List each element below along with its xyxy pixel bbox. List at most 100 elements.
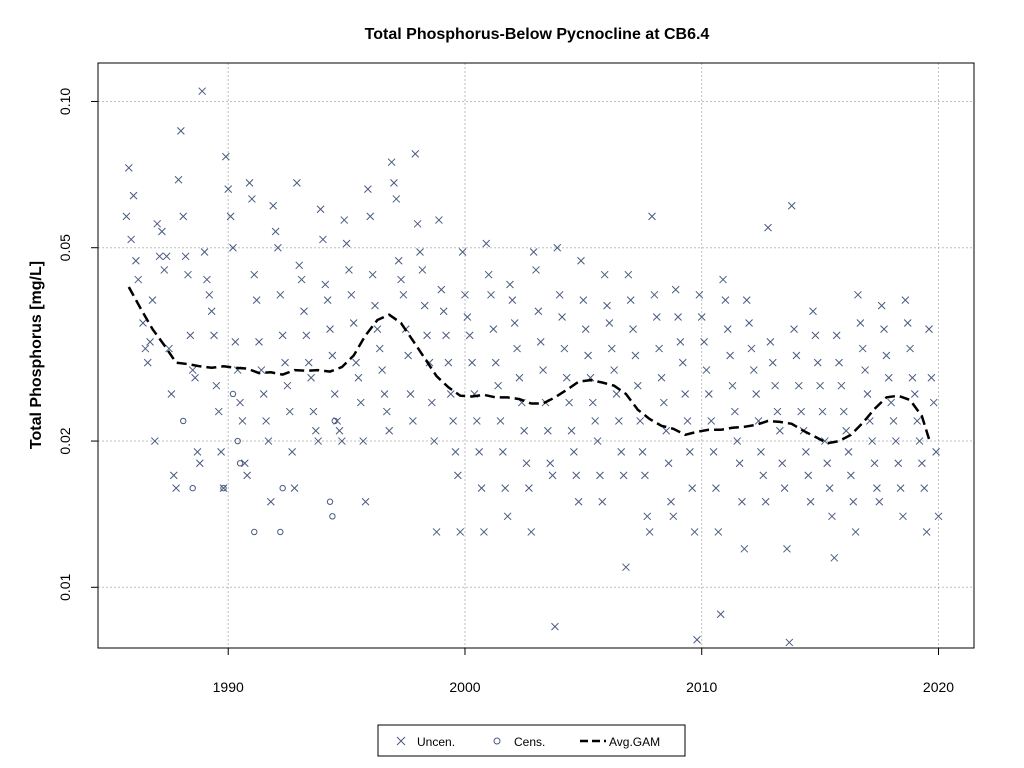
data-point-stroke <box>688 484 697 492</box>
data-point-stroke <box>875 497 884 506</box>
data-point-stroke <box>437 285 446 294</box>
data-point-uncen <box>555 290 564 299</box>
data-point-stroke <box>901 296 910 304</box>
data-point-stroke <box>892 437 900 445</box>
data-point-stroke <box>697 313 706 321</box>
data-point-stroke <box>896 484 905 492</box>
data-point-stroke <box>281 358 289 367</box>
data-point-stroke <box>314 437 323 445</box>
data-point-uncen <box>690 528 699 536</box>
data-point-uncen <box>636 417 645 425</box>
data-point-stroke <box>712 484 720 492</box>
y-tick-label: 0.01 <box>57 573 73 600</box>
data-point-uncen <box>693 635 701 644</box>
data-point-stroke <box>262 417 270 425</box>
data-point-stroke <box>295 261 304 270</box>
data-point-stroke <box>574 497 583 506</box>
data-point-stroke <box>842 426 851 435</box>
data-point-stroke <box>925 325 933 333</box>
data-point-stroke <box>217 448 225 456</box>
data-point-cens <box>279 484 286 492</box>
data-point-stroke <box>219 484 228 492</box>
data-point-stroke <box>169 471 178 480</box>
data-point-uncen <box>593 437 602 445</box>
data-point-stroke <box>581 325 590 333</box>
data-point-stroke <box>340 216 349 224</box>
data-point-uncen <box>515 373 524 382</box>
data-point-stroke <box>870 459 879 468</box>
data-point-uncen <box>366 212 375 221</box>
data-point-stroke <box>622 563 630 572</box>
data-point-stroke <box>818 407 827 416</box>
data-point-uncen <box>356 398 365 407</box>
data-point-stroke <box>326 325 334 333</box>
data-point-uncen <box>181 252 190 261</box>
data-point-stroke <box>733 437 742 445</box>
data-point-uncen <box>330 390 339 398</box>
data-point-uncen <box>714 528 723 536</box>
data-point-stroke <box>174 175 183 184</box>
data-point-stroke <box>728 381 737 390</box>
data-point-uncen <box>482 239 491 248</box>
data-point-stroke <box>610 366 618 374</box>
data-point-uncen <box>562 373 571 382</box>
data-point-stroke <box>188 366 197 374</box>
data-point-stroke <box>596 471 604 480</box>
data-point-uncen <box>851 528 860 536</box>
legend-item-gam: Avg.GAM <box>580 735 660 749</box>
data-point-stroke <box>785 638 794 647</box>
data-point-stroke <box>278 331 287 340</box>
data-point-stroke <box>122 212 131 221</box>
data-point-stroke <box>766 338 775 346</box>
data-point-uncen <box>629 325 637 333</box>
data-point-stroke <box>484 270 493 279</box>
data-point-stroke <box>709 448 718 456</box>
data-point-uncen <box>380 390 389 398</box>
data-point-stroke <box>645 528 654 536</box>
data-point-uncen <box>910 390 919 398</box>
data-point-uncen <box>529 248 538 256</box>
data-point-stroke <box>127 235 135 244</box>
data-point-uncen <box>662 426 671 435</box>
data-point-uncen <box>349 319 358 327</box>
data-point-stroke <box>266 497 275 506</box>
data-point-stroke <box>539 366 547 374</box>
data-point-stroke <box>641 471 649 480</box>
legend-circle-marker-icon <box>493 737 501 745</box>
data-point-uncen <box>281 358 289 367</box>
data-point-uncen <box>451 448 460 456</box>
data-point-stroke <box>918 459 926 468</box>
data-point-uncen <box>435 216 443 224</box>
legend-box <box>377 724 686 757</box>
data-point-stroke <box>667 497 675 506</box>
data-point-stroke <box>124 164 133 172</box>
data-point-stroke <box>480 528 488 536</box>
data-point-stroke <box>515 373 524 382</box>
data-point-stroke <box>615 417 623 425</box>
data-point-uncen <box>913 417 922 425</box>
data-point-uncen <box>659 398 668 407</box>
data-point-uncen <box>828 512 836 521</box>
data-point-uncen <box>373 325 382 333</box>
data-point-uncen <box>657 373 666 382</box>
legend: Uncen. Cens. Avg.GAM <box>377 724 686 757</box>
data-point-stroke <box>420 301 429 310</box>
data-point-stroke <box>702 366 711 374</box>
data-point-uncen <box>169 471 178 480</box>
data-point-stroke <box>932 448 940 456</box>
data-point-stroke <box>825 484 834 492</box>
data-point-uncen <box>423 331 431 340</box>
data-point-uncen <box>581 325 590 333</box>
data-point-uncen <box>394 256 403 265</box>
data-point-uncen <box>437 285 446 294</box>
data-point-uncen <box>615 417 623 425</box>
data-point-stroke <box>153 219 162 228</box>
data-point-uncen <box>749 366 758 374</box>
data-point-uncen <box>432 528 441 536</box>
data-point-stroke <box>536 338 545 346</box>
legend-x-marker-stroke <box>396 736 406 746</box>
data-point-uncen <box>823 459 832 468</box>
data-point-uncen <box>903 319 912 327</box>
data-point-stroke <box>735 459 744 468</box>
legend-label-cens: Cens. <box>514 735 545 749</box>
